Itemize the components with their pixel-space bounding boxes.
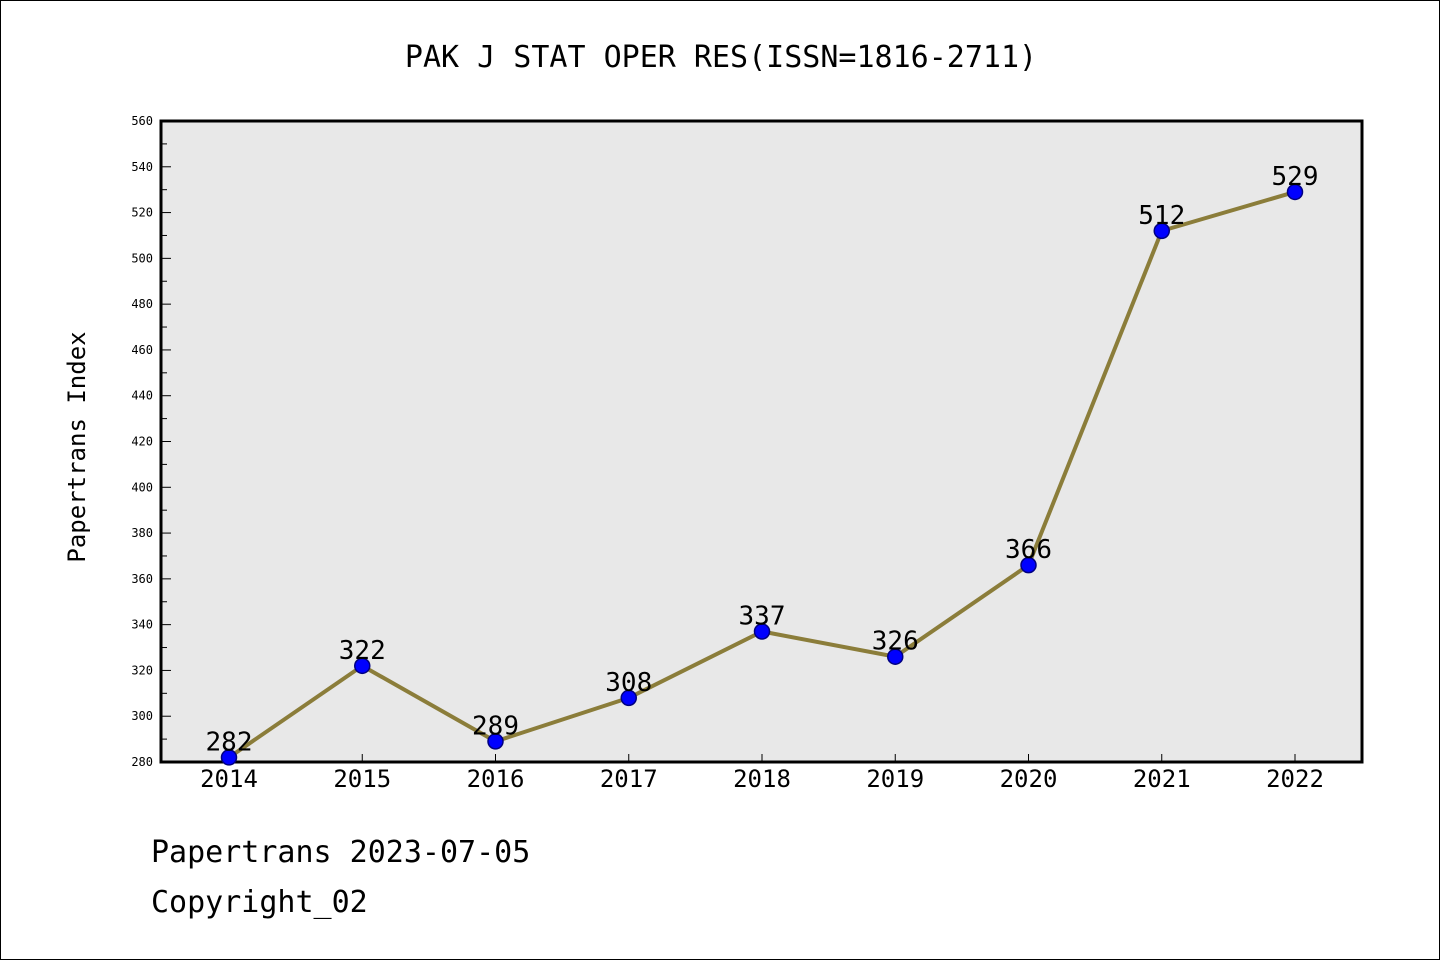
data-label: 366 <box>1005 535 1052 565</box>
data-point <box>487 733 504 750</box>
y-tick-label: 400 <box>131 480 153 494</box>
data-label: 337 <box>739 602 786 632</box>
y-axis-label: Papertrans Index <box>63 331 91 562</box>
x-tick-label: 2016 <box>467 765 525 793</box>
data-label: 322 <box>339 636 386 666</box>
x-tick-label: 2014 <box>200 765 258 793</box>
data-point <box>620 689 637 707</box>
data-point <box>1020 556 1037 574</box>
footer-copyright-text: Copyright_02 <box>151 885 368 920</box>
y-tick-label: 540 <box>131 160 153 174</box>
data-point <box>1153 222 1170 240</box>
y-tick-label: 360 <box>131 572 153 586</box>
data-label: 529 <box>1272 162 1319 192</box>
y-tick-label: 420 <box>131 435 153 449</box>
data-markers <box>220 183 1304 766</box>
data-label: 308 <box>605 668 652 698</box>
y-tick-label: 380 <box>131 526 153 540</box>
y-tick-label: 340 <box>131 618 153 632</box>
y-tick-label: 320 <box>131 663 153 677</box>
y-tick-label: 520 <box>131 206 153 220</box>
y-tick-label: 500 <box>131 251 153 265</box>
x-tick-label: 2021 <box>1133 765 1191 793</box>
chart-title: PAK J STAT OPER RES(ISSN=1816-2711) <box>405 40 1037 75</box>
data-labels: 282 322 289 308 337 326 366 512 529 <box>206 162 1319 757</box>
data-label: 512 <box>1138 201 1185 231</box>
x-tick-label: 2019 <box>866 765 924 793</box>
x-tick-label: 2018 <box>733 765 791 793</box>
y-tick-label: 440 <box>131 389 153 403</box>
y-tick-label: 280 <box>131 755 153 769</box>
data-point <box>753 623 771 640</box>
x-axis-ticks: 2014 2015 2016 2017 2018 2019 2020 2021 2022 <box>200 754 1324 793</box>
data-point <box>887 648 904 665</box>
x-tick-label: 2017 <box>600 765 658 793</box>
data-point <box>354 657 371 675</box>
y-axis-ticks: 280 300 320 340 360 380 400 420 440 460 480 500 520 5… <box>131 114 171 769</box>
y-tick-label: 460 <box>131 343 153 357</box>
data-label: 289 <box>472 711 519 741</box>
y-tick-label: 300 <box>131 709 153 723</box>
data-point <box>220 749 238 766</box>
y-tick-label: 560 <box>131 114 153 128</box>
x-tick-label: 2022 <box>1266 765 1324 793</box>
y-tick-label: 480 <box>131 297 153 311</box>
data-point <box>1286 183 1304 201</box>
x-tick-label: 2020 <box>1000 765 1058 793</box>
data-label: 326 <box>872 627 919 657</box>
data-label: 282 <box>206 727 253 757</box>
x-tick-label: 2015 <box>333 765 391 793</box>
footer-date-text: Papertrans 2023-07-05 <box>151 835 531 870</box>
